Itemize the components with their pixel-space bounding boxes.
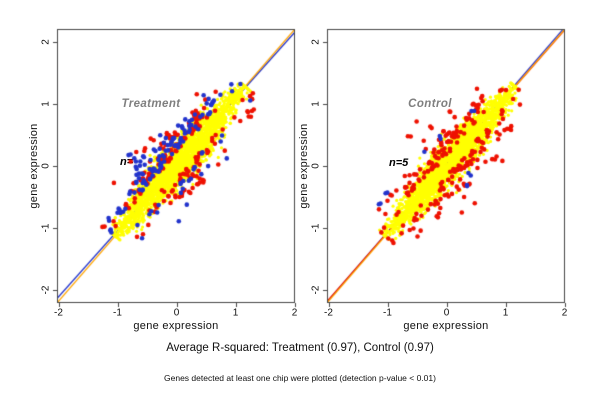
n-count-annotation-treatment: n= xyxy=(120,156,134,168)
x-tick-label: 0 xyxy=(443,307,450,319)
n-count-annotation-control: n=5 xyxy=(389,157,409,169)
annotation-control: Control xyxy=(408,98,452,110)
y-tick-label: 2 xyxy=(40,39,52,45)
x-tick-label: -1 xyxy=(113,307,122,319)
y-tick-label: 0 xyxy=(310,163,322,169)
x-axis-title-treatment: gene expression xyxy=(133,320,219,332)
y-tick-label: 0 xyxy=(40,163,52,169)
x-tick-label: -1 xyxy=(383,307,392,319)
y-tick-label: -2 xyxy=(310,285,322,295)
x-tick-label: 0 xyxy=(173,307,180,319)
x-tick-label: -2 xyxy=(54,307,63,319)
x-tick-label: 1 xyxy=(232,307,239,319)
y-tick-label: 2 xyxy=(310,39,322,45)
y-tick-label: 1 xyxy=(40,101,52,107)
y-tick-label: -1 xyxy=(40,223,52,233)
y-tick-label: -2 xyxy=(40,285,52,295)
x-axis-title-control: gene expression xyxy=(403,320,489,332)
y-axis-title-treatment: gene expression xyxy=(28,123,40,209)
x-tick-label: 2 xyxy=(291,307,298,319)
x-tick-label: -2 xyxy=(324,307,333,319)
y-axis-title-control: gene expression xyxy=(298,123,310,209)
y-tick-label: -1 xyxy=(310,223,322,233)
x-tick-label: 1 xyxy=(502,307,509,319)
r-squared-summary: Average R-squared: Treatment (0.97), Con… xyxy=(166,342,434,354)
y-tick-label: 1 xyxy=(310,101,322,107)
x-tick-label: 2 xyxy=(561,307,568,319)
annotation-treatment: Treatment xyxy=(121,98,181,110)
detection-note: Genes detected at least one chip were pl… xyxy=(164,373,436,383)
